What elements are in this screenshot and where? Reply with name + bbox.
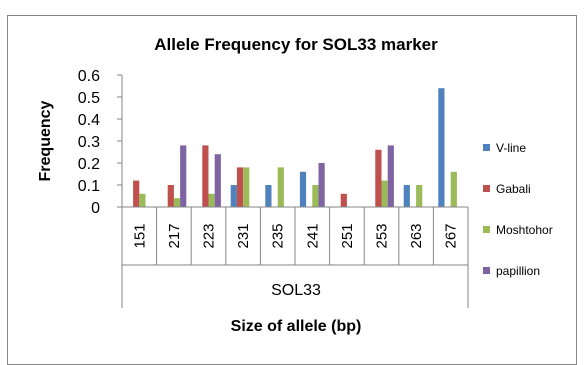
bar-gabali-223 bbox=[202, 145, 209, 207]
bar-gabali-253 bbox=[375, 149, 382, 207]
legend-swatch-v-line bbox=[483, 144, 490, 151]
bar-gabali-151 bbox=[133, 180, 140, 207]
bar-v-line-267 bbox=[438, 88, 445, 207]
bar-v-line-263 bbox=[403, 185, 410, 207]
chart-title: Allele Frequency for SOL33 marker bbox=[154, 35, 438, 54]
legend: V-line Gabali Moshtohor papillion bbox=[483, 141, 553, 278]
x-group-label: SOL33 bbox=[271, 282, 321, 299]
x-tick-label-267: 267 bbox=[443, 223, 460, 248]
bar-moshtohor-267 bbox=[450, 171, 457, 207]
bar-v-line-231 bbox=[230, 185, 237, 207]
x-tick-label-251: 251 bbox=[339, 223, 356, 248]
y-tick-label: 0.3 bbox=[78, 134, 100, 151]
bar-moshtohor-263 bbox=[416, 185, 423, 207]
bar-papillion-241 bbox=[318, 163, 325, 207]
y-tick-label: 0 bbox=[91, 200, 100, 217]
bar-moshtohor-253 bbox=[381, 180, 388, 207]
legend-swatch-gabali bbox=[483, 185, 490, 192]
bar-v-line-235 bbox=[265, 185, 272, 207]
bar-v-line-241 bbox=[299, 171, 307, 207]
x-tick-label-217: 217 bbox=[166, 223, 183, 248]
bar-gabali-251 bbox=[340, 193, 347, 207]
y-tick-label: 0.2 bbox=[78, 156, 100, 173]
chart-border bbox=[7, 15, 577, 365]
bar-papillion-253 bbox=[387, 145, 394, 207]
legend-swatch-moshtohor bbox=[483, 226, 490, 233]
x-tick-label-235: 235 bbox=[270, 223, 287, 248]
bar-moshtohor-223 bbox=[208, 193, 215, 207]
y-tick-label: 0.1 bbox=[78, 178, 100, 195]
y-tick-label: 0.5 bbox=[78, 90, 100, 107]
bar-moshtohor-241 bbox=[312, 185, 319, 207]
x-tick-label-263: 263 bbox=[408, 223, 425, 248]
bar-moshtohor-231 bbox=[243, 167, 250, 207]
x-tick-label-223: 223 bbox=[201, 223, 218, 248]
x-tick-label-241: 241 bbox=[304, 223, 321, 248]
bar-moshtohor-217 bbox=[173, 198, 181, 207]
legend-label-papillion: papillion bbox=[496, 264, 540, 278]
legend-label-moshtohor: Moshtohor bbox=[496, 223, 553, 237]
y-axis-title: Frequency bbox=[37, 100, 54, 181]
x-tick-label-151: 151 bbox=[131, 223, 148, 248]
x-axis-title: Size of allele (bp) bbox=[231, 318, 362, 335]
legend-label-gabali: Gabali bbox=[496, 182, 531, 196]
bar-moshtohor-235 bbox=[277, 167, 284, 207]
bar-papillion-223 bbox=[214, 154, 221, 207]
x-tick-label-253: 253 bbox=[374, 223, 391, 248]
plot-area: 0 0.1 0.2 0.3 0.4 0.5 0.6 151 217 223 231 235 241 251… bbox=[78, 68, 469, 308]
legend-label-v-line: V-line bbox=[496, 141, 526, 155]
y-tick-label: 0.6 bbox=[78, 68, 100, 85]
bar-papillion-217 bbox=[180, 145, 187, 207]
bar-gabali-217 bbox=[167, 185, 174, 207]
y-tick-label: 0.4 bbox=[78, 112, 100, 129]
bar-gabali-231 bbox=[236, 167, 244, 207]
legend-swatch-papillion bbox=[483, 267, 490, 274]
x-tick-label-231: 231 bbox=[235, 223, 252, 248]
bar-moshtohor-151 bbox=[139, 193, 146, 207]
